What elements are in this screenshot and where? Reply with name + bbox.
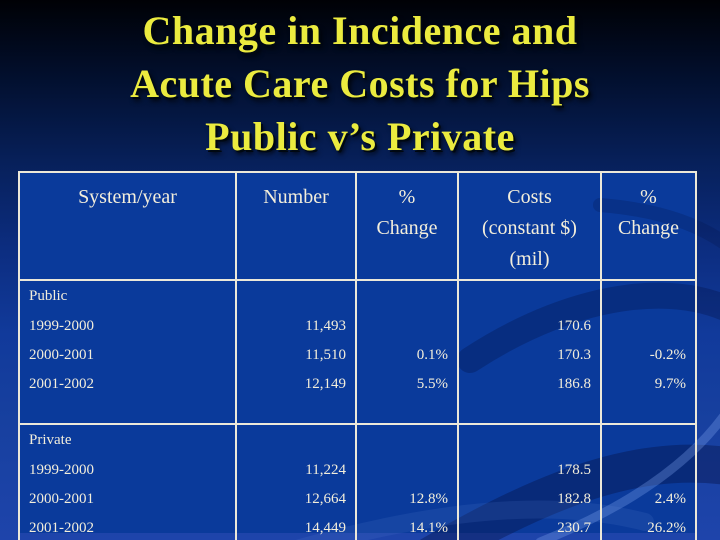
- costs-cell: 170.6: [457, 312, 602, 341]
- pct-change-cell: 0.1%: [355, 341, 459, 370]
- section-label-row-private: Private: [18, 424, 697, 456]
- table-header-row: System/year Number % Change Costs (const…: [18, 172, 697, 281]
- table-row: 1999-2000 11,224 178.5: [18, 456, 697, 485]
- empty-cell: [235, 424, 357, 456]
- empty-cell: [457, 399, 602, 424]
- table-row: 2001-2002 14,449 14.1% 230.7 26.2%: [18, 514, 697, 540]
- pct-change-cell: 5.5%: [355, 370, 459, 399]
- slide-title-line-2: Acute Care Costs for Hips: [130, 61, 590, 106]
- year-cell: 2000-2001: [18, 485, 237, 514]
- pct-change-cell: 12.8%: [355, 485, 459, 514]
- costs-pct-change-cell: 2.4%: [600, 485, 697, 514]
- empty-cell: [355, 424, 459, 456]
- costs-cell: 170.3: [457, 341, 602, 370]
- section-label: Private: [18, 424, 237, 456]
- costs-pct-change-cell: 26.2%: [600, 514, 697, 540]
- table-row: 2001-2002 12,149 5.5% 186.8 9.7%: [18, 370, 697, 399]
- header-text: (constant $): [482, 217, 577, 239]
- costs-pct-change-cell: -0.2%: [600, 341, 697, 370]
- year-cell: 2001-2002: [18, 514, 237, 540]
- section-label-row-public: Public: [18, 280, 697, 312]
- empty-cell: [18, 399, 237, 424]
- number-cell: 11,493: [235, 312, 357, 341]
- costs-cell: 230.7: [457, 514, 602, 540]
- slide-title-line-1: Change in Incidence and: [142, 8, 578, 53]
- costs-pct-change-cell: [600, 456, 697, 485]
- header-text: Change: [376, 217, 438, 239]
- pct-change-cell: [355, 312, 459, 341]
- table-row: 2000-2001 12,664 12.8% 182.8 2.4%: [18, 485, 697, 514]
- costs-cell: 186.8: [457, 370, 602, 399]
- number-cell: 12,664: [235, 485, 357, 514]
- header-text: System/year: [78, 186, 177, 208]
- empty-cell: [600, 399, 697, 424]
- header-text: Costs: [507, 186, 552, 208]
- costs-pct-change-cell: 9.7%: [600, 370, 697, 399]
- empty-cell: [235, 399, 357, 424]
- column-header-costs-pct-change: % Change: [600, 172, 697, 281]
- year-cell: 2000-2001: [18, 341, 237, 370]
- empty-cell: [600, 424, 697, 456]
- year-cell: 1999-2000: [18, 312, 237, 341]
- incidence-costs-table: System/year Number % Change Costs (const…: [18, 171, 697, 540]
- number-cell: 11,224: [235, 456, 357, 485]
- table-row: 1999-2000 11,493 170.6: [18, 312, 697, 341]
- pct-change-cell: 14.1%: [355, 514, 459, 540]
- slide-title: Change in Incidence and Acute Care Costs…: [0, 4, 720, 163]
- column-header-costs: Costs (constant $) (mil): [457, 172, 602, 281]
- empty-cell: [355, 280, 459, 312]
- header-text: Change: [617, 217, 680, 239]
- column-header-number-pct-change: % Change: [355, 172, 459, 281]
- number-cell: 12,149: [235, 370, 357, 399]
- costs-pct-change-cell: [600, 312, 697, 341]
- number-cell: 14,449: [235, 514, 357, 540]
- costs-cell: 178.5: [457, 456, 602, 485]
- costs-cell: 182.8: [457, 485, 602, 514]
- year-cell: 1999-2000: [18, 456, 237, 485]
- slide-title-line-3: Public v’s Private: [205, 114, 515, 159]
- number-cell: 11,510: [235, 341, 357, 370]
- empty-cell: [235, 280, 357, 312]
- header-text: (mil): [509, 248, 550, 270]
- empty-cell: [457, 424, 602, 456]
- year-cell: 2001-2002: [18, 370, 237, 399]
- empty-cell: [457, 280, 602, 312]
- header-text: %: [640, 186, 657, 208]
- table-row: 2000-2001 11,510 0.1% 170.3 -0.2%: [18, 341, 697, 370]
- column-header-system-year: System/year: [18, 172, 237, 281]
- empty-cell: [600, 280, 697, 312]
- pct-change-cell: [355, 456, 459, 485]
- column-header-number: Number: [235, 172, 357, 281]
- section-label: Public: [18, 280, 237, 312]
- spacer-row: [18, 399, 697, 424]
- header-text: Number: [263, 186, 329, 208]
- empty-cell: [355, 399, 459, 424]
- header-text: %: [398, 186, 416, 208]
- private-section: Private 1999-2000 11,224 178.5 2000-2001…: [18, 424, 697, 540]
- public-section: Public 1999-2000 11,493 170.6 2000-2001 …: [18, 280, 697, 424]
